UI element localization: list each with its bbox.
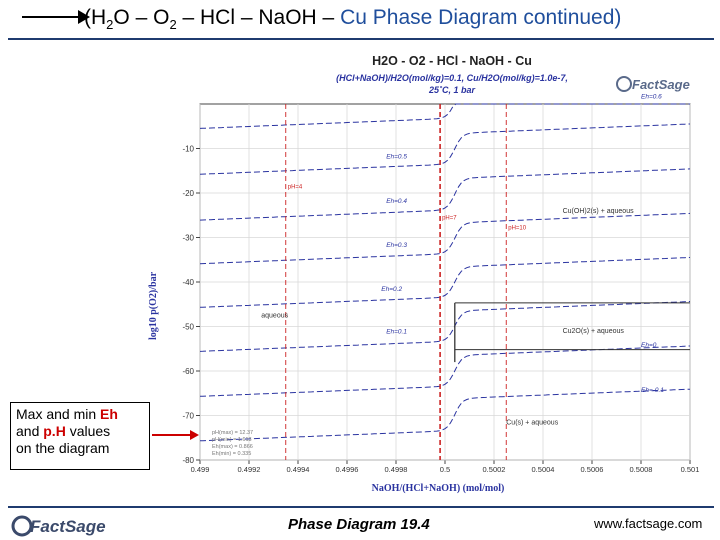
y-tick-label: -60 <box>182 367 194 376</box>
slide-title-bar: (H2O – O2 – HCl – NaOH – Cu Phase Diagra… <box>0 2 720 40</box>
factsage-chart-logo: FactSage <box>616 76 690 92</box>
chart-subtitle: (HCl+NaOH)/H2O(mol/kg)=0.1, Cu/H2O(mol/k… <box>336 73 568 83</box>
phase-diagram-chart: H2O - O2 - HCl - NaOH - Cu (HCl+NaOH)/H2… <box>140 44 700 500</box>
x-tick-label: 0.5002 <box>483 465 506 474</box>
callout-line-1: Max and min Eh <box>16 406 144 423</box>
minmax-callout: Max and min Eh and p.H values on the dia… <box>10 402 150 470</box>
eh-line <box>199 103 690 129</box>
region-label: aqueous <box>261 313 288 320</box>
minmax-label: Eh(min) = 0.335 <box>212 451 251 457</box>
x-tick-label: 0.5004 <box>532 465 555 474</box>
title-part: – <box>316 6 341 29</box>
x-tick-label: 0.5 <box>440 465 450 474</box>
minmax-label: Eh(max) = 0.866 <box>212 444 253 450</box>
chart-svg: H2O - O2 - HCl - NaOH - Cu (HCl+NaOH)/H2… <box>148 54 699 494</box>
eh-line <box>199 123 691 175</box>
callout-arrow-icon <box>152 430 199 440</box>
ph-line-label: pH=7 <box>442 216 457 222</box>
eh-line-label: Eh=0.2 <box>381 286 402 293</box>
title-part: OH <box>285 6 317 29</box>
x-tick-label: 0.4992 <box>238 465 261 474</box>
y-tick-label: -40 <box>182 278 194 287</box>
title-part: Phase Diagram continued) <box>366 6 622 29</box>
footer-page-label: Phase Diagram 19.4 <box>288 516 430 533</box>
eh-line-label: Eh=0.3 <box>386 242 407 249</box>
x-tick-label: 0.4994 <box>287 465 310 474</box>
chart-logo-text: FactSage <box>632 77 690 92</box>
footer-logo-text: FactSage <box>30 517 106 536</box>
eh-line-label: Eh=-0.1 <box>641 387 664 394</box>
factsage-logo-icon: FactSage <box>11 515 106 537</box>
region-label: Cu(OH)2(s) + aqueous <box>563 208 635 215</box>
title-part: Cu <box>340 6 367 29</box>
callout-ph: p.H <box>43 423 66 439</box>
x-tick-label: 0.4996 <box>336 465 359 474</box>
title-sub: 2 <box>169 17 177 33</box>
chart-title: H2O - O2 - HCl - NaOH - Cu <box>372 54 532 68</box>
callout-eh: Eh <box>100 406 118 422</box>
minmax-label: pH(max) = 12.37 <box>212 430 253 436</box>
footer-divider <box>8 506 714 508</box>
eh-line-label: Eh=0.5 <box>386 153 407 160</box>
x-tick-label: 0.499 <box>191 465 210 474</box>
eh-line-label: Eh=0.4 <box>386 198 407 205</box>
x-tick-label: 0.501 <box>681 465 700 474</box>
region-label: Cu(s) + aqueous <box>506 419 558 426</box>
callout-text: Max and min <box>16 406 101 422</box>
callout-text: values <box>65 423 111 439</box>
ph-line-label: pH=10 <box>508 225 527 231</box>
title-arrowhead-icon <box>78 10 90 24</box>
y-tick-label: -10 <box>182 145 194 154</box>
slide-title: (H2O – O2 – HCl – NaOH – Cu Phase Diagra… <box>84 6 621 32</box>
callout-line-2: and p.H values <box>16 423 144 440</box>
ph-line-label: pH=4 <box>288 185 303 191</box>
footer-url: www.factsage.com <box>594 516 703 531</box>
title-part: (H <box>84 6 107 29</box>
plot-area: 0.499 0.4992 0.4994 0.4996 0.4998 0.5 0.5002 0.… <box>182 94 699 474</box>
eh-line-label: Eh=0 <box>641 342 657 349</box>
x-tick-label: 0.5006 <box>581 465 604 474</box>
eh-line <box>199 257 691 308</box>
callout-text: and <box>16 423 44 439</box>
title-arrow <box>22 16 84 18</box>
eh-line-label: Eh=0.6 <box>641 94 662 101</box>
x-tick-label: 0.5008 <box>630 465 653 474</box>
y-tick-label: -50 <box>182 323 194 332</box>
y-tick-label: -20 <box>182 189 194 198</box>
title-part: – HCl – Na <box>176 6 286 29</box>
eh-line-label: Eh=0.1 <box>386 329 407 336</box>
eh-line <box>199 168 691 221</box>
y-tick-label: -80 <box>182 456 194 465</box>
y-axis-label: log10 p(O2)/bar <box>148 271 159 340</box>
title-part: O – O <box>113 6 170 29</box>
callout-line-3: on the diagram <box>16 440 110 456</box>
minmax-label: pH(min) = 1.613 <box>212 437 252 443</box>
eh-line <box>199 388 691 442</box>
title-divider <box>8 38 714 40</box>
x-axis-label: NaOH/(HCl+NaOH) (mol/mol) <box>372 483 505 494</box>
eh-line <box>199 301 691 352</box>
y-tick-label: -30 <box>182 234 194 243</box>
eh-line <box>199 212 691 265</box>
chart-subtitle-2: 25˚C, 1 bar <box>428 85 476 95</box>
title-sub: 2 <box>106 17 114 33</box>
y-tick-label: -70 <box>182 412 194 421</box>
region-label: Cu2O(s) + aqueous <box>563 328 625 335</box>
x-tick-label: 0.4998 <box>385 465 408 474</box>
